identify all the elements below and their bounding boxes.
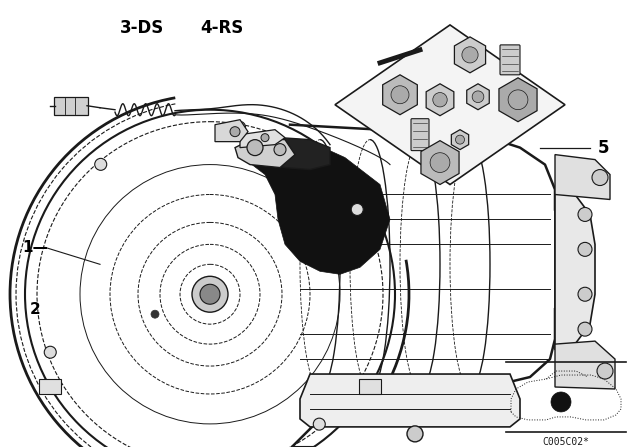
Polygon shape — [555, 341, 615, 389]
Circle shape — [313, 418, 325, 430]
Polygon shape — [383, 75, 417, 115]
FancyBboxPatch shape — [500, 45, 520, 75]
Polygon shape — [235, 138, 295, 168]
FancyBboxPatch shape — [54, 97, 88, 115]
Circle shape — [95, 158, 107, 170]
Circle shape — [430, 153, 450, 172]
Circle shape — [192, 276, 228, 312]
FancyBboxPatch shape — [411, 119, 429, 151]
Polygon shape — [240, 129, 285, 148]
Circle shape — [592, 169, 608, 185]
Circle shape — [274, 144, 286, 155]
Circle shape — [578, 207, 592, 221]
Circle shape — [230, 127, 240, 137]
Text: C005C02*: C005C02* — [543, 437, 589, 447]
Text: 4-RS: 4-RS — [200, 19, 243, 37]
FancyBboxPatch shape — [39, 379, 61, 395]
Circle shape — [462, 47, 478, 63]
Circle shape — [578, 242, 592, 256]
FancyBboxPatch shape — [291, 446, 314, 448]
Circle shape — [151, 310, 159, 318]
Circle shape — [456, 135, 465, 144]
Circle shape — [551, 392, 571, 412]
Circle shape — [407, 426, 423, 442]
Circle shape — [578, 322, 592, 336]
Polygon shape — [451, 129, 468, 150]
Circle shape — [391, 86, 409, 104]
Circle shape — [433, 93, 447, 107]
Circle shape — [351, 203, 364, 215]
Polygon shape — [250, 138, 330, 169]
Polygon shape — [499, 78, 537, 122]
Circle shape — [597, 363, 613, 379]
Polygon shape — [421, 141, 459, 185]
Text: 2: 2 — [30, 302, 41, 317]
Circle shape — [508, 90, 528, 110]
Polygon shape — [335, 25, 565, 185]
Text: 3-DS: 3-DS — [120, 19, 164, 37]
Polygon shape — [555, 155, 610, 199]
Circle shape — [234, 121, 246, 133]
Circle shape — [247, 140, 263, 155]
Text: 5: 5 — [598, 138, 609, 157]
Polygon shape — [215, 120, 248, 142]
Polygon shape — [454, 37, 486, 73]
FancyBboxPatch shape — [359, 379, 381, 395]
Polygon shape — [467, 84, 489, 110]
Circle shape — [472, 91, 484, 103]
Circle shape — [200, 284, 220, 304]
Polygon shape — [300, 374, 520, 427]
Polygon shape — [426, 84, 454, 116]
Circle shape — [261, 134, 269, 142]
Circle shape — [578, 287, 592, 301]
Polygon shape — [250, 142, 390, 274]
Polygon shape — [555, 190, 595, 349]
Circle shape — [44, 346, 56, 358]
Text: 1—: 1— — [22, 240, 48, 255]
